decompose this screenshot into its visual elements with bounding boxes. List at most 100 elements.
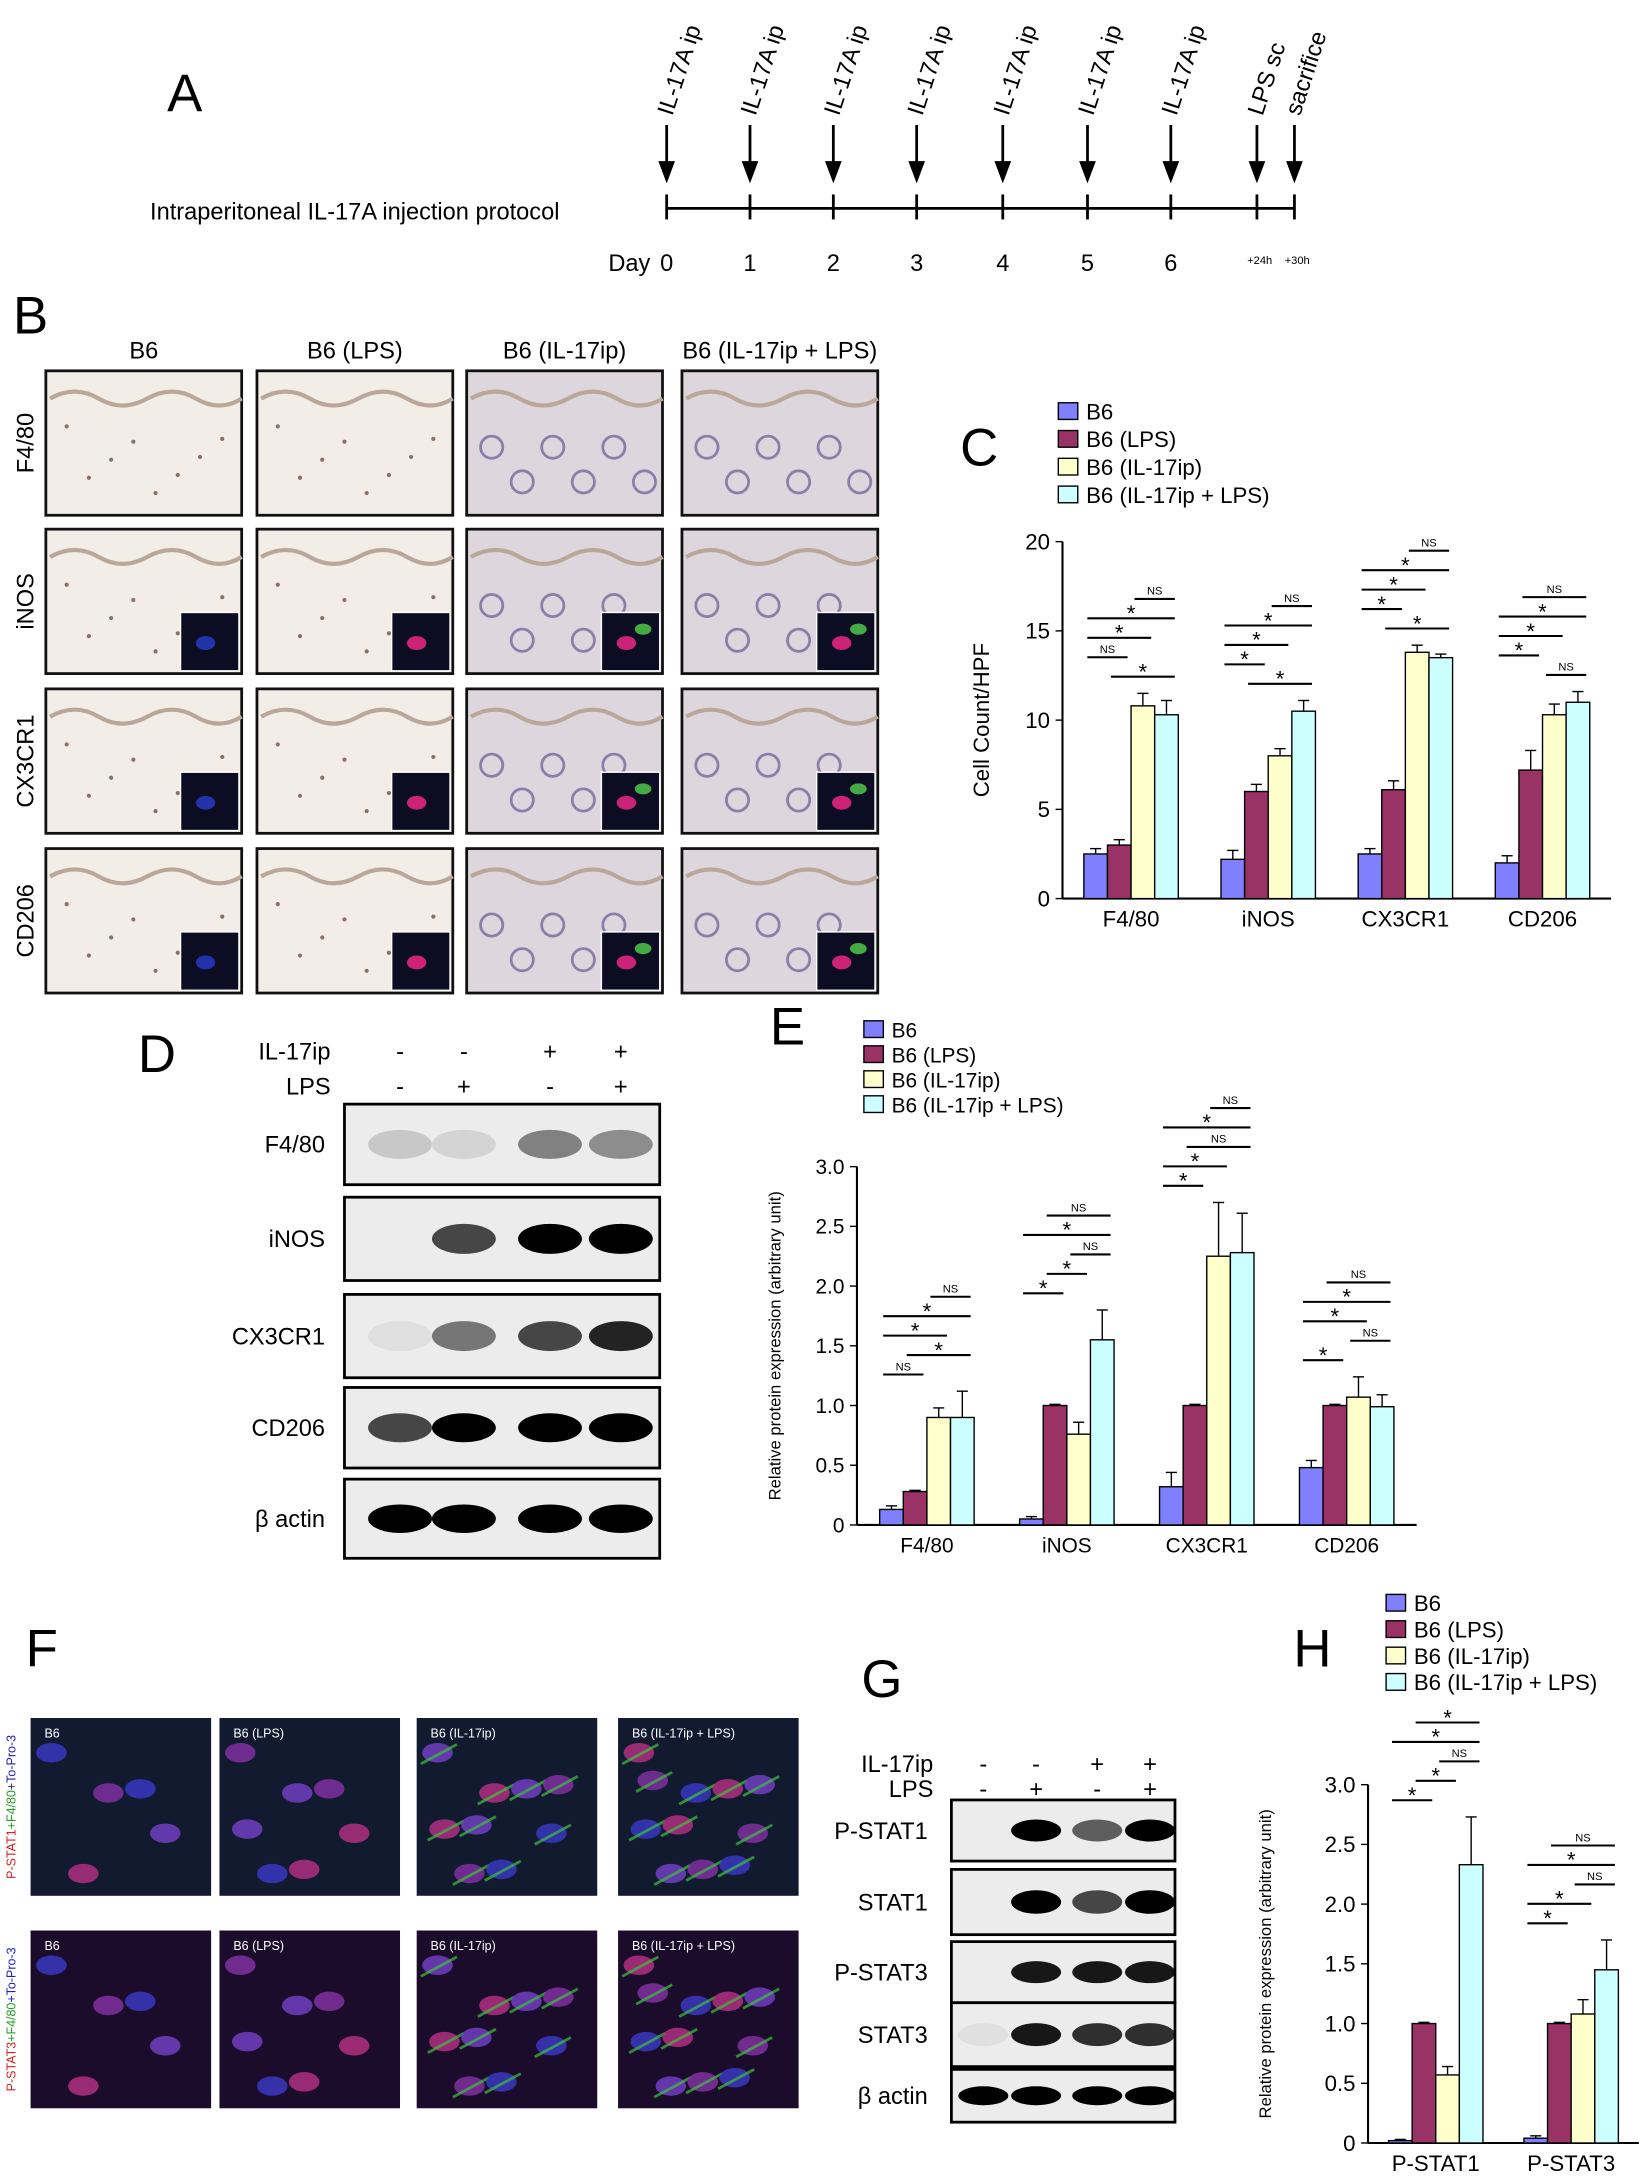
panel-label: A [167, 64, 203, 123]
nucleus [125, 1991, 156, 2012]
follicle [479, 752, 505, 778]
error-bar [1435, 653, 1447, 658]
blot-band [588, 1321, 653, 1352]
nucleus [256, 1863, 288, 1884]
cell [86, 475, 91, 480]
significance-label: * [1115, 621, 1124, 646]
day-tick: 5 [1081, 251, 1094, 277]
significance-label: NS [1351, 1269, 1366, 1281]
y-tick-label: 15 [1025, 619, 1050, 644]
follicle [570, 787, 596, 813]
follicle [570, 627, 596, 653]
f480-signal [660, 2027, 698, 2050]
f480-signal [735, 1823, 773, 1846]
cell [153, 968, 158, 973]
western-blot: IL-17ip - - + +LPS - + - +P-STAT1STAT1P-STAT3STA… [834, 1752, 1177, 2124]
blot-band [518, 1223, 582, 1254]
significance-label: * [1191, 1149, 1200, 1174]
inset-cell [831, 636, 852, 650]
day-label: Day [608, 251, 650, 277]
blot-band [368, 1504, 432, 1533]
significance-label: NS [1100, 644, 1115, 656]
inset-cell [406, 955, 427, 970]
follicle [725, 469, 751, 495]
bar [1428, 656, 1454, 900]
micrograph [465, 369, 664, 517]
day-tick: +30h [1285, 255, 1310, 267]
cell [131, 597, 136, 603]
image-label: B6 [44, 1939, 59, 1953]
f480-signal [509, 1779, 547, 1802]
error-bar [1025, 1515, 1037, 1519]
f480-signal [509, 1991, 547, 2014]
significance-label: * [911, 1318, 920, 1343]
bar [878, 1508, 904, 1526]
cell [431, 914, 436, 919]
f480-signal [717, 1855, 755, 1878]
cell [131, 439, 136, 444]
blot-band [1072, 1961, 1123, 1984]
error-bar [1049, 1403, 1061, 1406]
y-tick-label: 0 [1038, 886, 1050, 911]
bar [1565, 701, 1591, 900]
arrow-head [1079, 161, 1096, 184]
f480-signal [477, 1783, 515, 1806]
x-tick-label: CX3CR1 [1362, 906, 1450, 931]
legend-swatch [1057, 457, 1079, 476]
arrow-head [994, 161, 1012, 184]
cell [153, 490, 158, 496]
error-bar [1160, 699, 1173, 715]
cell [275, 742, 280, 747]
legend-label: B6 (IL-17ip + LPS) [1086, 483, 1269, 508]
blot-band [958, 2086, 1009, 2106]
blot-band [1124, 1890, 1175, 1914]
cell [431, 436, 436, 441]
condition-label: LPS [889, 1777, 934, 1803]
bar [926, 1416, 952, 1526]
event-label: IL-17A ip [1074, 22, 1128, 119]
image-label: B6 (LPS) [233, 1726, 284, 1740]
column-header: B6 [129, 338, 158, 364]
significance-label: * [1179, 1169, 1188, 1194]
f480-signal [635, 1983, 673, 2006]
bar [1229, 1251, 1255, 1526]
inset-cell [195, 955, 216, 970]
condition-sign: + [1143, 1777, 1157, 1803]
bar [1387, 2139, 1413, 2144]
significance-label: * [1063, 1218, 1072, 1243]
condition-sign: + [1090, 1752, 1104, 1778]
row-label: CX3CR1 [13, 715, 39, 808]
cell [342, 917, 347, 922]
panel-label: H [1293, 1620, 1331, 1679]
blot-band [1011, 2086, 1062, 2106]
cell [320, 615, 325, 621]
follicle [540, 752, 566, 778]
cell [64, 902, 69, 907]
error-bar [1137, 692, 1149, 706]
error-bar [1236, 1212, 1248, 1253]
blot-band [1124, 1961, 1175, 1984]
f480-signal [735, 2036, 773, 2059]
f480-signal [420, 1955, 458, 1978]
condition-sign: + [614, 1040, 628, 1066]
protein-label: STAT3 [858, 2023, 928, 2049]
significance-label: * [1431, 1725, 1440, 1750]
legend-swatch [863, 1070, 885, 1089]
cell [386, 950, 391, 955]
cell [109, 457, 114, 462]
blot-band [1011, 1890, 1062, 1914]
significance-label: NS [943, 1284, 958, 1296]
arrow-head [1162, 161, 1180, 184]
f480-signal [477, 1995, 515, 2018]
legend-swatch [863, 1095, 885, 1114]
error-bar [1165, 1471, 1177, 1487]
legend-label: B6 (LPS) [1414, 1617, 1504, 1642]
cell [175, 950, 180, 955]
column-header: B6 (IL-17ip) [503, 338, 626, 364]
cell [342, 439, 347, 444]
cell [220, 754, 225, 760]
significance-label: * [1127, 601, 1136, 626]
epidermis [260, 547, 454, 566]
y-tick-label: 2.5 [815, 1216, 844, 1239]
row-label: CD206 [13, 884, 39, 958]
